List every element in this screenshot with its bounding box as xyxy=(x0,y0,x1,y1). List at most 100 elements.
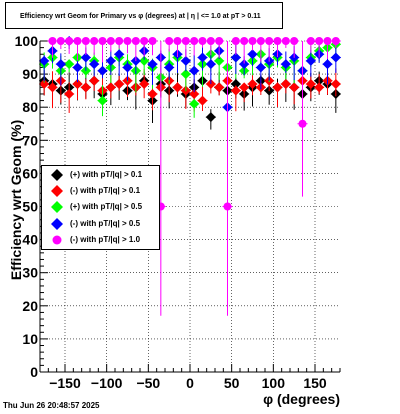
data-point xyxy=(239,59,250,70)
data-point xyxy=(281,37,290,45)
y-tick-label: 0 xyxy=(30,364,38,380)
data-point xyxy=(290,37,299,45)
y-tick-label: 60 xyxy=(22,165,38,181)
data-point xyxy=(206,37,215,45)
legend-label: (-) with pT/|q| > 1.0 xyxy=(70,235,141,244)
y-tick-label: 100 xyxy=(15,33,39,49)
data-point xyxy=(89,75,100,86)
legend-marker-diamond-black xyxy=(51,169,63,181)
data-point xyxy=(64,88,75,99)
data-point xyxy=(189,88,200,99)
data-point xyxy=(205,112,216,123)
legend-item: (-) with pT/|q| > 0.5 xyxy=(42,216,161,232)
data-point xyxy=(65,37,74,45)
data-point xyxy=(197,52,208,63)
legend-item: (+) with pT/|q| > 0.5 xyxy=(42,199,161,215)
data-point xyxy=(47,82,58,93)
legend-item: (-) with pT/|q| > 0.1 xyxy=(42,183,161,199)
data-point xyxy=(181,37,190,45)
data-point xyxy=(298,119,307,128)
data-point xyxy=(114,49,125,60)
x-tick-label: −100 xyxy=(91,375,123,391)
data-point xyxy=(190,37,199,45)
y-axis-label: Efficiency wrt Geom (%) xyxy=(8,119,24,281)
data-point xyxy=(215,37,224,45)
data-point xyxy=(115,37,124,45)
data-point xyxy=(89,59,100,70)
data-point xyxy=(105,55,116,66)
data-point xyxy=(131,37,140,45)
data-point xyxy=(330,79,341,90)
x-tick-label: 50 xyxy=(224,375,240,391)
data-point xyxy=(114,79,125,90)
data-point xyxy=(172,82,183,93)
data-point xyxy=(139,79,150,90)
data-point xyxy=(122,62,133,73)
data-point xyxy=(56,37,65,45)
legend-item: (+) with pT/|q| > 0.1 xyxy=(42,167,161,183)
data-point xyxy=(289,82,300,93)
data-point xyxy=(39,79,50,90)
legend-label: (-) with pT/|q| > 0.1 xyxy=(70,186,141,195)
data-point xyxy=(305,79,316,90)
data-point xyxy=(64,59,75,70)
data-point xyxy=(81,37,90,45)
x-tick-label: 0 xyxy=(186,375,194,391)
legend-label: (+) with pT/|q| > 0.1 xyxy=(70,170,143,179)
data-point xyxy=(214,82,225,93)
y-tick-label: 10 xyxy=(22,331,38,347)
x-axis-label: φ (degrees) xyxy=(263,391,340,407)
data-point xyxy=(189,98,200,109)
data-point xyxy=(173,37,182,45)
data-point xyxy=(72,79,83,90)
data-point xyxy=(315,37,324,45)
data-point xyxy=(97,65,108,76)
data-point xyxy=(231,37,240,45)
chart-title: Efficiency wrt Geom for Primary vs φ (de… xyxy=(5,2,283,29)
data-point xyxy=(240,37,249,45)
data-point xyxy=(230,85,241,96)
legend-marker-diamond-green xyxy=(51,201,63,213)
y-tick-label: 80 xyxy=(22,99,38,115)
data-point xyxy=(248,37,257,45)
legend: (+) with pT/|q| > 0.1 (-) with pT/|q| > … xyxy=(41,165,160,250)
x-tick-label: 100 xyxy=(262,375,286,391)
data-point xyxy=(180,69,191,80)
data-point xyxy=(256,37,265,45)
legend-marker-circle-magenta xyxy=(52,235,62,245)
data-point xyxy=(73,37,82,45)
data-point xyxy=(247,49,258,60)
data-point xyxy=(273,37,282,45)
y-tick-label: 70 xyxy=(22,132,38,148)
data-point xyxy=(105,82,116,93)
data-point xyxy=(198,37,207,45)
data-point xyxy=(180,55,191,66)
data-point xyxy=(147,59,158,70)
data-point xyxy=(148,37,157,45)
data-point xyxy=(230,52,241,63)
data-point xyxy=(205,59,216,70)
data-point xyxy=(97,95,108,106)
y-tick-label: 40 xyxy=(22,232,38,248)
y-tick-label: 20 xyxy=(22,298,38,314)
data-point xyxy=(330,52,341,63)
data-point xyxy=(98,37,107,45)
data-point xyxy=(139,55,150,66)
legend-label: (-) with pT/|q| > 0.5 xyxy=(70,219,141,228)
y-tick-label: 90 xyxy=(22,66,38,82)
data-point xyxy=(247,79,258,90)
x-tick-label: −50 xyxy=(136,375,160,391)
data-point xyxy=(165,37,174,45)
data-point xyxy=(239,82,250,93)
data-point xyxy=(39,55,50,66)
data-point xyxy=(305,55,316,66)
x-tick-label: −150 xyxy=(49,375,81,391)
data-point xyxy=(323,37,332,45)
data-point xyxy=(255,62,266,73)
data-point xyxy=(147,88,158,99)
data-point xyxy=(322,59,333,70)
x-tick-label: 150 xyxy=(303,375,327,391)
data-point xyxy=(280,59,291,70)
data-point xyxy=(189,65,200,76)
